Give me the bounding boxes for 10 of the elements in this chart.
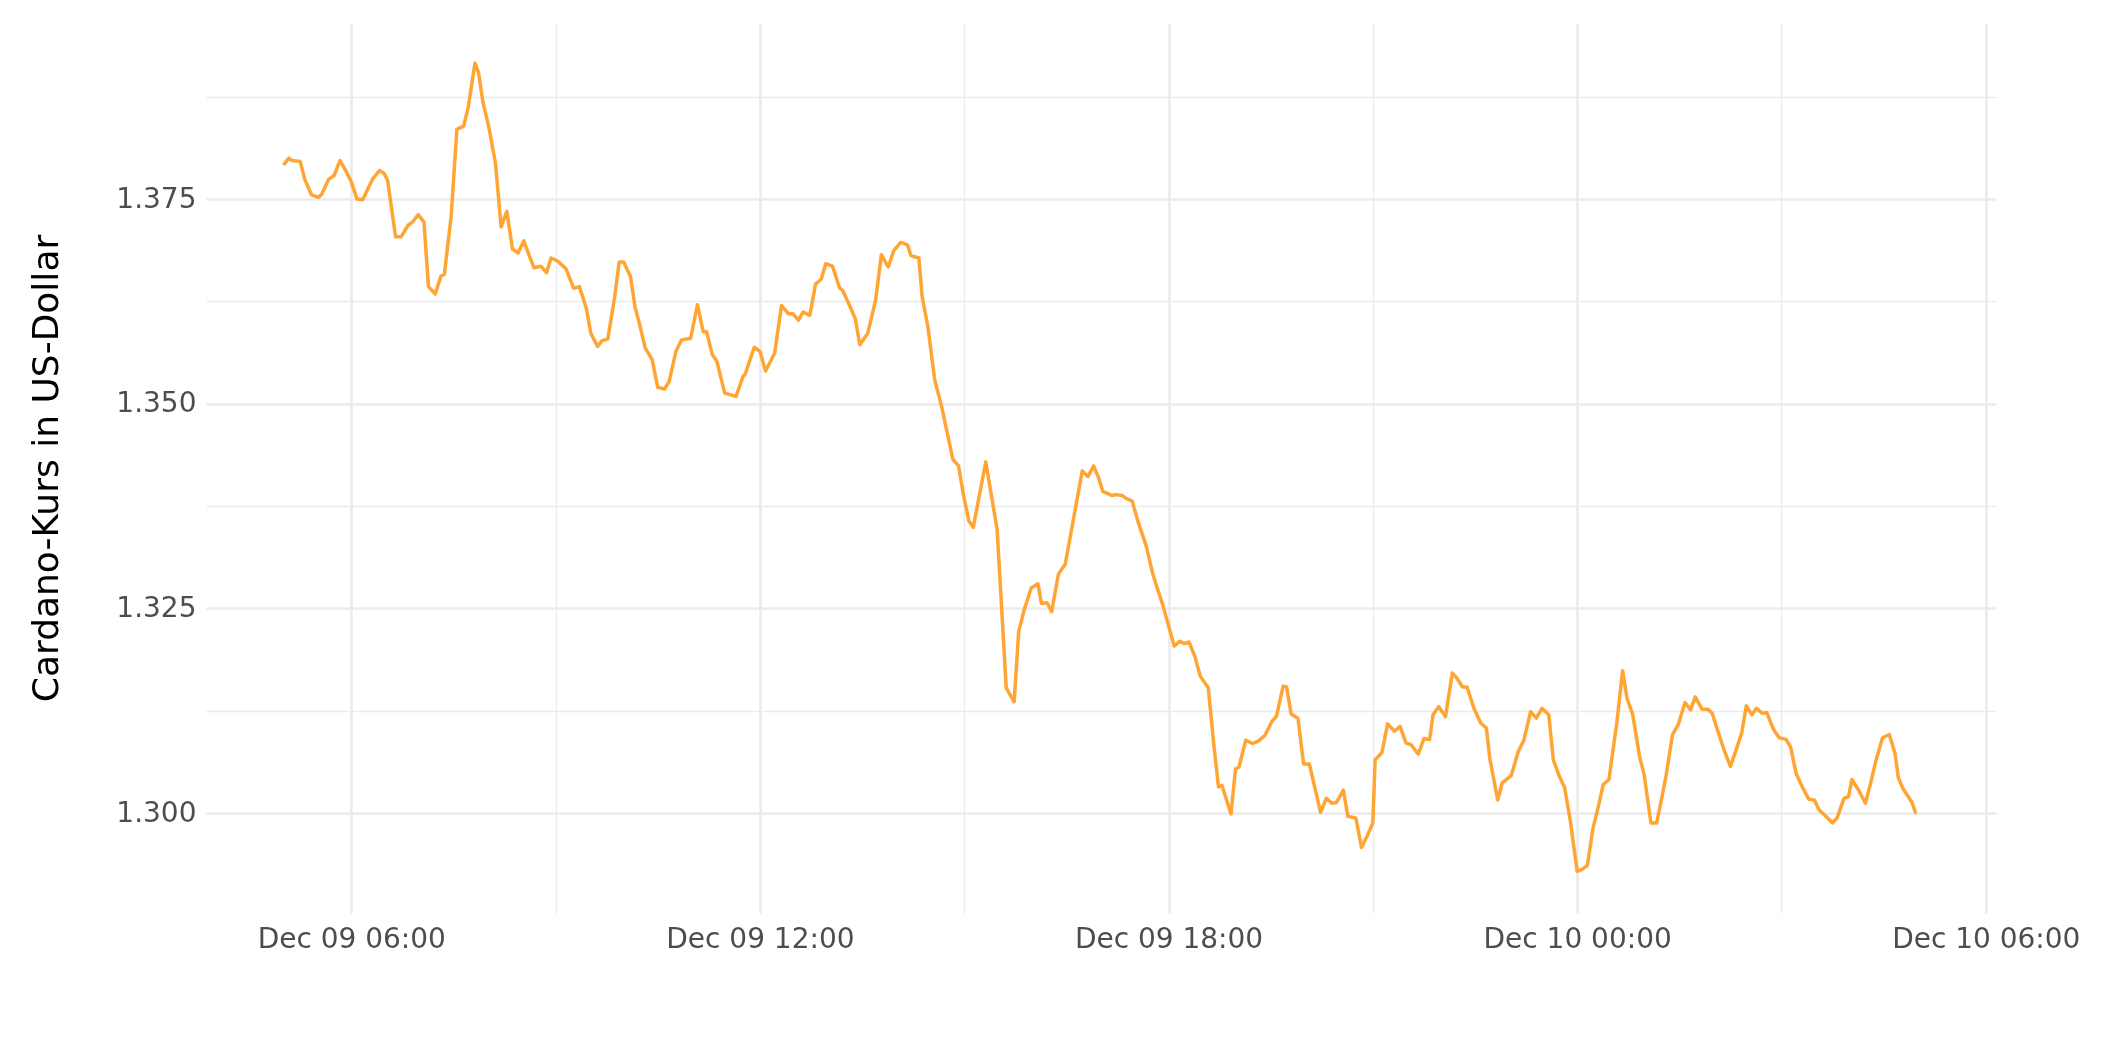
y-tick-label: 1.300 xyxy=(116,795,197,829)
y-tick-label: 1.350 xyxy=(116,386,197,420)
x-tick-label: Dec 09 18:00 xyxy=(1074,921,1264,955)
x-tick-label: Dec 10 00:00 xyxy=(1483,921,1672,955)
y-axis-title: Cardano-Kurs in US-Dollar xyxy=(25,234,67,703)
y-tick-label: 1.375 xyxy=(116,181,197,215)
y-tick-label: 1.325 xyxy=(116,590,197,624)
x-tick-label: Dec 09 06:00 xyxy=(257,921,446,955)
x-tick-label: Dec 09 12:00 xyxy=(666,921,855,955)
x-tick-label: Dec 10 06:00 xyxy=(1892,921,2081,955)
